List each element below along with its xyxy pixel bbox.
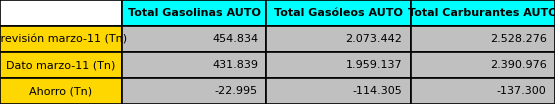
Bar bbox=[0, 78, 122, 104]
Text: 1.959.137: 1.959.137 bbox=[346, 60, 402, 70]
Text: Total Gasóleos AUTO: Total Gasóleos AUTO bbox=[274, 8, 403, 18]
Text: Ahorro (Tn): Ahorro (Tn) bbox=[29, 86, 93, 96]
Bar bbox=[122, 52, 266, 78]
Text: 431.839: 431.839 bbox=[212, 60, 258, 70]
Bar bbox=[411, 26, 555, 52]
Bar bbox=[266, 0, 411, 26]
Bar bbox=[266, 26, 411, 52]
Text: 454.834: 454.834 bbox=[212, 34, 258, 44]
Text: Total Gasolinas AUTO: Total Gasolinas AUTO bbox=[128, 8, 261, 18]
Bar bbox=[266, 78, 411, 104]
Bar bbox=[122, 0, 266, 26]
Text: Previsión marzo-11 (Tn): Previsión marzo-11 (Tn) bbox=[0, 34, 128, 44]
Bar bbox=[266, 52, 411, 78]
Text: -22.995: -22.995 bbox=[215, 86, 258, 96]
Bar bbox=[411, 52, 555, 78]
Text: Total Carburantes AUTO: Total Carburantes AUTO bbox=[408, 8, 555, 18]
Bar bbox=[122, 78, 266, 104]
Bar bbox=[411, 78, 555, 104]
Text: Dato marzo-11 (Tn): Dato marzo-11 (Tn) bbox=[6, 60, 116, 70]
Text: 2.390.976: 2.390.976 bbox=[490, 60, 547, 70]
Text: 2.073.442: 2.073.442 bbox=[346, 34, 402, 44]
Text: -114.305: -114.305 bbox=[352, 86, 402, 96]
Bar bbox=[0, 0, 122, 26]
Bar bbox=[0, 26, 122, 52]
Text: -137.300: -137.300 bbox=[497, 86, 547, 96]
Bar bbox=[411, 0, 555, 26]
Bar bbox=[0, 52, 122, 78]
Text: 2.528.276: 2.528.276 bbox=[490, 34, 547, 44]
Bar bbox=[122, 26, 266, 52]
